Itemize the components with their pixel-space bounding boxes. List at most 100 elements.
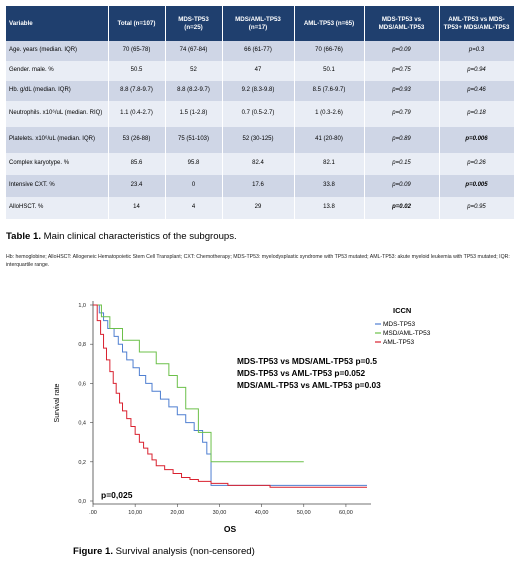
cell-p-aml-vs-rest: p=0.3 xyxy=(439,41,515,61)
cell-mds-aml-tp53: 29 xyxy=(222,197,295,219)
cell-p-mds-vs-mdsaml: p=0.09 xyxy=(364,41,440,61)
cell-mds-tp53: 4 xyxy=(165,197,223,219)
cell-aml-tp53: 1 (0.3-2.6) xyxy=(294,101,365,127)
legend-item-label: MSD/AML-TP53 xyxy=(383,330,431,337)
cell-variable: Neutrophils. x10⁶/uL (median. RIQ) xyxy=(6,101,109,127)
figure-caption-label: Figure 1. xyxy=(73,546,113,557)
survival-curve-mds-tp53 xyxy=(93,304,367,486)
cell-mds-aml-tp53: 9.2 (8.3-9.8) xyxy=(222,81,295,101)
x-tick-label: 40,00 xyxy=(255,510,269,516)
table-row: Intensive CXT. % 23.4 0 17.6 33.8 p=0.09 p=0.0… xyxy=(6,175,515,197)
table-row: Complex karyotype. % 85.6 95.8 82.4 82.1 p=0.… xyxy=(6,153,515,175)
cell-variable: Platelets. x10⁶/uL (median. IQR) xyxy=(6,127,109,153)
table-row: Platelets. x10⁶/uL (median. IQR) 53 (26-8… xyxy=(6,127,515,153)
cell-total: 53 (26-88) xyxy=(108,127,166,153)
table-caption-text: Main clinical characteristics of the sub… xyxy=(41,231,237,242)
x-tick-label: 20,00 xyxy=(170,510,184,516)
cell-mds-tp53: 75 (51-103) xyxy=(165,127,223,153)
table-caption-label: Table 1. xyxy=(6,231,42,242)
cell-aml-tp53: 13.8 xyxy=(294,197,365,219)
cell-p-aml-vs-rest: p=0.005 xyxy=(439,175,515,197)
cell-total: 14 xyxy=(108,197,166,219)
cell-p-mds-vs-mdsaml: p=0.93 xyxy=(364,81,440,101)
table: Variable Total (n=107) MDS-TP53 (n=25) M… xyxy=(6,6,515,219)
cell-p-mds-vs-mdsaml: p=0.15 xyxy=(364,153,440,175)
cell-mds-tp53: 95.8 xyxy=(165,153,223,175)
figure-caption: Figure 1. Survival analysis (non-censore… xyxy=(73,546,255,557)
cell-mds-aml-tp53: 52 (30-125) xyxy=(222,127,295,153)
table-row: Neutrophils. x10⁶/uL (median. RIQ) 1.1 (0… xyxy=(6,101,515,127)
cell-mds-tp53: 0 xyxy=(165,175,223,197)
pvalue-annotation: MDS-TP53 vs MDS/AML-TP53 p=0.5 xyxy=(237,356,377,366)
cell-mds-aml-tp53: 82.4 xyxy=(222,153,295,175)
cell-total: 1.1 (0.4-2.7) xyxy=(108,101,166,127)
y-tick-label: 0,6 xyxy=(78,381,86,387)
x-tick-label: .00 xyxy=(89,510,97,516)
table-row: AlloHSCT. % 14 4 29 13.8 p=0.02 p=0.95 xyxy=(6,197,515,219)
cell-total: 50.5 xyxy=(108,61,166,81)
cell-variable: Gender. male. % xyxy=(6,61,109,81)
cell-total: 70 (65-78) xyxy=(108,41,166,61)
cell-mds-aml-tp53: 0.7 (0.5-2.7) xyxy=(222,101,295,127)
cell-p-mds-vs-mdsaml: p=0.75 xyxy=(364,61,440,81)
cell-p-mds-vs-mdsaml: p=0.09 xyxy=(364,175,440,197)
header-aml-tp53: AML-TP53 (n=65) xyxy=(294,6,365,41)
y-tick-label: 0,4 xyxy=(78,421,86,427)
cell-aml-tp53: 82.1 xyxy=(294,153,365,175)
legend-item-label: AML-TP53 xyxy=(383,339,414,346)
table-caption: Table 1. Main clinical characteristics o… xyxy=(6,231,237,242)
table-row: Hb. g/dL (median. IQR) 8.8 (7.8-9.7) 8.8 (… xyxy=(6,81,515,101)
y-tick-label: 0,8 xyxy=(78,342,86,348)
legend: ICCN MDS-TP53 MSD/AML-TP53 AML-TP53 xyxy=(375,306,431,346)
x-tick-label: 50,00 xyxy=(297,510,311,516)
x-tick-label: 30,00 xyxy=(213,510,227,516)
cell-total: 8.8 (7.8-9.7) xyxy=(108,81,166,101)
cell-mds-aml-tp53: 47 xyxy=(222,61,295,81)
header-variable: Variable xyxy=(6,6,109,41)
x-tick-label: 10,00 xyxy=(128,510,142,516)
table-row: Gender. male. % 50.5 52 47 50.1 p=0.75 p=0.94 xyxy=(6,61,515,81)
cell-mds-aml-tp53: 66 (61-77) xyxy=(222,41,295,61)
cell-total: 23.4 xyxy=(108,175,166,197)
cell-mds-tp53: 74 (67-84) xyxy=(165,41,223,61)
header-p-aml-vs-rest: AML-TP53 vs MDS-TP53+ MDS/AML-TP53 xyxy=(439,6,515,41)
cell-p-mds-vs-mdsaml: p=0.89 xyxy=(364,127,440,153)
cell-aml-tp53: 8.5 (7.6-9.7) xyxy=(294,81,365,101)
survival-chart: 0,0 0,2 0,4 0,6 0,8 1,0 .00 10,00 20,00 30,00 40,0… xyxy=(54,301,431,534)
cell-p-aml-vs-rest: p=0.18 xyxy=(439,101,515,127)
header-mds-tp53: MDS-TP53 (n=25) xyxy=(165,6,223,41)
cell-total: 85.6 xyxy=(108,153,166,175)
cell-p-mds-vs-mdsaml: p=0.79 xyxy=(364,101,440,127)
x-axis-label: OS xyxy=(224,524,237,534)
cell-aml-tp53: 70 (66-76) xyxy=(294,41,365,61)
cell-p-mds-vs-mdsaml: p=0.02 xyxy=(364,197,440,219)
y-tick-label: 1,0 xyxy=(78,303,86,309)
cell-p-aml-vs-rest: p=0.006 xyxy=(439,127,515,153)
survival-curve-msd-aml-tp53 xyxy=(93,304,304,463)
header-mds-aml-tp53: MDS/AML-TP53 (n=17) xyxy=(222,6,295,41)
cell-variable: Intensive CXT. % xyxy=(6,175,109,197)
pvalue-annotation: MDS/AML-TP53 vs AML-TP53 p=0.03 xyxy=(237,380,381,390)
cell-p-aml-vs-rest: p=0.26 xyxy=(439,153,515,175)
cell-aml-tp53: 33.8 xyxy=(294,175,365,197)
legend-title: ICCN xyxy=(393,306,411,315)
cell-variable: Age. years (median. IQR) xyxy=(6,41,109,61)
cell-variable: Hb. g/dL (median. IQR) xyxy=(6,81,109,101)
table-footnote: Hb: hemoglobine; AlloHSCT: Allogeneic He… xyxy=(6,254,510,269)
y-tick-label: 0,2 xyxy=(78,460,86,466)
cell-p-aml-vs-rest: p=0.95 xyxy=(439,197,515,219)
cell-p-aml-vs-rest: p=0.46 xyxy=(439,81,515,101)
cell-mds-tp53: 52 xyxy=(165,61,223,81)
overall-pvalue: p=0,025 xyxy=(101,490,133,500)
y-axis-label: Survival rate xyxy=(54,383,61,422)
x-tick-label: 60,00 xyxy=(339,510,353,516)
cell-p-aml-vs-rest: p=0.94 xyxy=(439,61,515,81)
header-total: Total (n=107) xyxy=(108,6,166,41)
cell-mds-aml-tp53: 17.6 xyxy=(222,175,295,197)
cell-aml-tp53: 41 (20-80) xyxy=(294,127,365,153)
table-header-row: Variable Total (n=107) MDS-TP53 (n=25) M… xyxy=(6,6,515,41)
clinical-characteristics-table: Variable Total (n=107) MDS-TP53 (n=25) M… xyxy=(6,6,515,219)
cell-aml-tp53: 50.1 xyxy=(294,61,365,81)
cell-mds-tp53: 8.8 (8.2-9.7) xyxy=(165,81,223,101)
cell-mds-tp53: 1.5 (1-2.8) xyxy=(165,101,223,127)
